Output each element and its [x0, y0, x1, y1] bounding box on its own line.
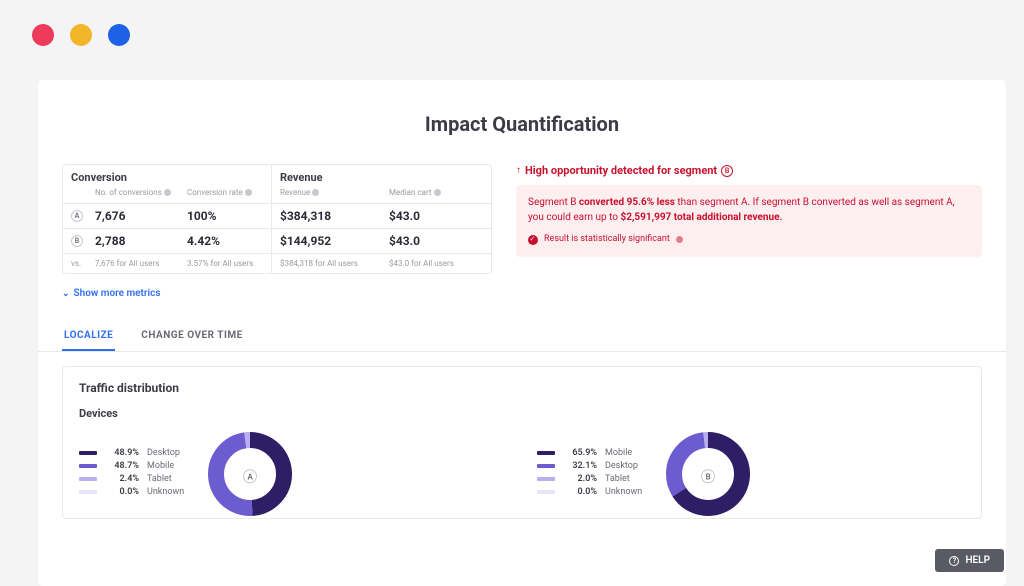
traffic-title: Traffic distribution [79, 381, 965, 395]
legend: 65.9% Mobile 32.1% Desktop 2.0% Tablet 0.0% Unk… [537, 448, 642, 500]
device-block: 65.9% Mobile 32.1% Desktop 2.0% Tablet 0.0% Unk… [537, 430, 965, 518]
cell-revenue: $144,952 [271, 229, 381, 253]
legend-item: 32.1% Desktop [537, 461, 642, 471]
page-title: Impact Quantification [62, 112, 982, 136]
tabs: LOCALIZE CHANGE OVER TIME [38, 322, 1006, 352]
legend-item: 0.0% Unknown [79, 487, 184, 497]
segment-badge: A [243, 469, 257, 483]
arrow-up-icon: ↑ [516, 165, 521, 176]
help-button[interactable]: ? HELP [935, 549, 1004, 572]
chevron-down-icon: ⌄ [62, 289, 70, 299]
legend-label: Mobile [605, 448, 632, 458]
legend-pct: 48.9% [105, 448, 139, 458]
vs-conv-rate: 3.57% for All users [179, 254, 271, 273]
col-conv-rate: Conversion rate [187, 188, 243, 197]
legend-pct: 0.0% [563, 487, 597, 497]
legend-label: Tablet [147, 474, 172, 484]
check-circle-icon [528, 235, 538, 245]
cell-conv-rate: 100% [179, 204, 271, 228]
info-icon[interactable] [434, 189, 441, 196]
opportunity-message: Segment B converted 95.6% less than segm… [516, 185, 982, 257]
legend-swatch [79, 451, 97, 455]
main-panel: Impact Quantification Conversion Revenue… [38, 80, 1006, 586]
legend-pct: 32.1% [563, 461, 597, 471]
info-icon[interactable] [312, 189, 319, 196]
show-more-metrics[interactable]: ⌄ Show more metrics [62, 288, 160, 299]
legend-item: 48.9% Desktop [79, 448, 184, 458]
opportunity-header: ↑ High opportunity detected for segment … [516, 164, 982, 177]
legend-item: 65.9% Mobile [537, 448, 642, 458]
legend-label: Unknown [605, 487, 642, 497]
section-header-conversion: Conversion [63, 165, 271, 186]
table-row: B 2,7884.42%$144,952$43.0 [63, 229, 491, 254]
legend-swatch [79, 490, 97, 494]
vs-median-cart: $43.0 for All users [381, 254, 491, 273]
cell-median-cart: $43.0 [381, 204, 491, 228]
vs-revenue: $384,318 for All users [271, 254, 381, 273]
vs-label: vs. [63, 254, 87, 273]
tab-localize[interactable]: LOCALIZE [62, 322, 115, 351]
metrics-table: Conversion Revenue No. of conversions Co… [62, 164, 492, 274]
legend-swatch [79, 464, 97, 468]
legend-swatch [79, 477, 97, 481]
info-icon[interactable] [676, 236, 683, 243]
legend-label: Tablet [605, 474, 630, 484]
legend-item: 48.7% Mobile [79, 461, 184, 471]
legend-pct: 65.9% [563, 448, 597, 458]
legend-label: Desktop [605, 461, 638, 471]
devices-row: 48.9% Desktop 48.7% Mobile 2.4% Tablet 0.0% Unk… [79, 430, 965, 518]
legend-item: 2.0% Tablet [537, 474, 642, 484]
window-controls [32, 24, 130, 46]
col-median-cart: Median cart [389, 188, 432, 197]
opportunity-block: ↑ High opportunity detected for segment … [516, 164, 982, 257]
legend-swatch [537, 477, 555, 481]
cell-median-cart: $43.0 [381, 229, 491, 253]
legend-pct: 0.0% [105, 487, 139, 497]
window-dot-close[interactable] [32, 24, 54, 46]
segment-badge: B [701, 469, 715, 483]
vs-conversions: 7,676 for All users [87, 254, 179, 273]
metrics-block: Conversion Revenue No. of conversions Co… [62, 164, 492, 300]
cell-conversions: 2,788 [87, 229, 179, 253]
legend-label: Unknown [147, 487, 184, 497]
donut-chart: B [664, 430, 752, 518]
tab-change-over-time[interactable]: CHANGE OVER TIME [139, 322, 244, 351]
legend-item: 2.4% Tablet [79, 474, 184, 484]
legend-swatch [537, 464, 555, 468]
top-row: Conversion Revenue No. of conversions Co… [62, 164, 982, 300]
segment-badge: B [721, 165, 733, 177]
device-block: 48.9% Desktop 48.7% Mobile 2.4% Tablet 0.0% Unk… [79, 430, 507, 518]
significance-row: Result is statistically significant [528, 233, 970, 247]
legend-label: Mobile [147, 461, 174, 471]
traffic-card: Traffic distribution Devices 48.9% Deskto… [62, 366, 982, 519]
cell-conv-rate: 4.42% [179, 229, 271, 253]
window-dot-min[interactable] [70, 24, 92, 46]
help-icon: ? [949, 556, 959, 566]
donut-chart: A [206, 430, 294, 518]
section-header-revenue: Revenue [271, 165, 491, 186]
window-dot-max[interactable] [108, 24, 130, 46]
devices-title: Devices [79, 407, 965, 420]
legend-pct: 48.7% [105, 461, 139, 471]
legend: 48.9% Desktop 48.7% Mobile 2.4% Tablet 0.0% Unk… [79, 448, 184, 500]
col-revenue: Revenue [280, 188, 310, 197]
table-row: A 7,676100%$384,318$43.0 [63, 204, 491, 229]
comparison-row: vs. 7,676 for All users 3.57% for All us… [63, 254, 491, 273]
legend-pct: 2.4% [105, 474, 139, 484]
segment-badge: B [71, 235, 83, 247]
col-conversions: No. of conversions [95, 188, 162, 197]
segment-badge: A [71, 210, 83, 222]
info-icon[interactable] [245, 189, 252, 196]
cell-conversions: 7,676 [87, 204, 179, 228]
legend-label: Desktop [147, 448, 180, 458]
legend-swatch [537, 490, 555, 494]
legend-item: 0.0% Unknown [537, 487, 642, 497]
legend-swatch [537, 451, 555, 455]
legend-pct: 2.0% [563, 474, 597, 484]
info-icon[interactable] [164, 189, 171, 196]
cell-revenue: $384,318 [271, 204, 381, 228]
